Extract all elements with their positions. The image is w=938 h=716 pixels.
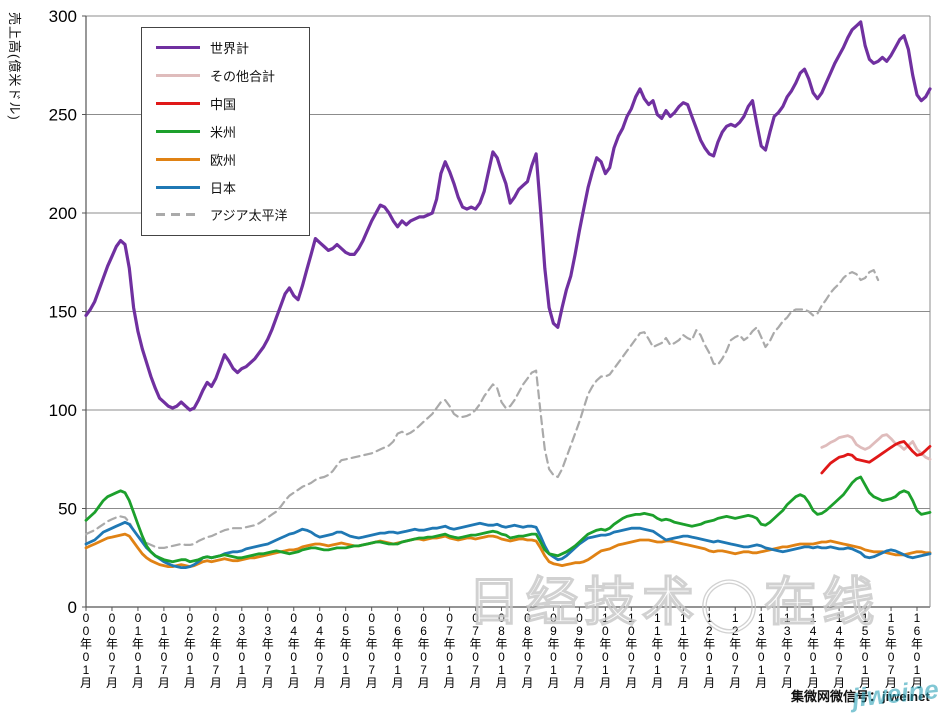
legend-label-2: 中国 xyxy=(210,97,237,113)
legend-item-6: アジア太平洋 xyxy=(142,205,309,224)
y-tick-label-50: 50 xyxy=(58,500,77,519)
y-tick-label-0: 0 xyxy=(68,598,77,617)
legend-swatch-3 xyxy=(156,129,200,133)
series-line-日本 xyxy=(84,520,932,569)
y-tick-label-150: 150 xyxy=(49,303,77,322)
legend-label-4: 欧州 xyxy=(210,152,237,168)
legend-item-5: 日本 xyxy=(142,178,309,197)
y-tick-label-100: 100 xyxy=(49,401,77,420)
series-line-欧州 xyxy=(84,532,932,568)
legend-item-3: 米州 xyxy=(142,122,309,141)
legend-item-2: 中国 xyxy=(142,94,309,113)
series-line-中国 xyxy=(820,440,932,475)
y-tick-label-200: 200 xyxy=(49,204,77,223)
y-axis-title: 売上高(億米ドル) xyxy=(7,12,22,121)
legend-item-1: その他合計 xyxy=(142,66,309,85)
series-line-アジア太平洋 xyxy=(84,269,880,550)
legend-label-5: 日本 xyxy=(210,180,237,196)
legend-label-6: アジア太平洋 xyxy=(210,208,288,224)
series-line-世界計 xyxy=(84,20,932,412)
legend-item-0: 世界計 xyxy=(142,38,309,57)
legend-swatch-1 xyxy=(156,74,200,78)
series-line-米州 xyxy=(84,475,932,564)
legend-item-4: 欧州 xyxy=(142,150,309,169)
legend-swatch-6 xyxy=(156,213,200,217)
y-tick-label-250: 250 xyxy=(49,106,77,125)
series-line-その他合計 xyxy=(820,433,932,461)
y-tick-label-300: 300 xyxy=(49,7,77,26)
legend-box: 世界計その他合計中国米州欧州日本アジア太平洋 xyxy=(141,27,310,236)
legend-label-3: 米州 xyxy=(210,124,237,140)
legend-swatch-0 xyxy=(156,46,200,50)
legend-label-0: 世界計 xyxy=(210,41,250,57)
legend-swatch-2 xyxy=(156,102,200,106)
legend-swatch-5 xyxy=(156,185,200,189)
legend-swatch-4 xyxy=(156,157,200,161)
legend-label-1: その他合計 xyxy=(210,69,276,85)
signature-text: 集微网微信号：jiweinet xyxy=(791,689,930,704)
